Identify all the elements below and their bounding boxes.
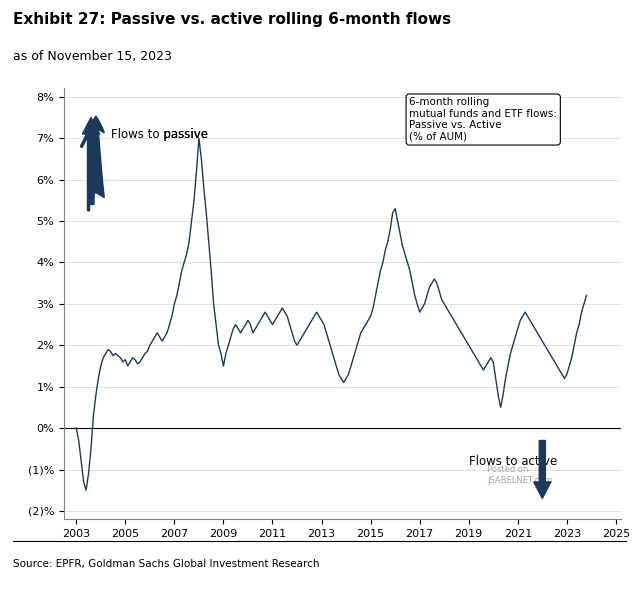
Text: passive: passive [111,127,208,140]
FancyArrow shape [83,117,100,205]
Text: Posted on
JSABELNET.com: Posted on JSABELNET.com [487,466,553,485]
Text: Source: EPFR, Goldman Sachs Global Investment Research: Source: EPFR, Goldman Sachs Global Inves… [13,559,319,569]
Text: Flows to passive: Flows to passive [111,127,207,140]
Text: 6-month rolling
mutual funds and ETF flows:
Passive vs. Active
(% of AUM): 6-month rolling mutual funds and ETF flo… [409,97,557,142]
Text: Flows to active: Flows to active [468,455,557,468]
FancyArrow shape [534,441,551,499]
Text: Exhibit 27: Passive vs. active rolling 6-month flows: Exhibit 27: Passive vs. active rolling 6… [13,12,451,27]
Text: as of November 15, 2023: as of November 15, 2023 [13,50,172,63]
